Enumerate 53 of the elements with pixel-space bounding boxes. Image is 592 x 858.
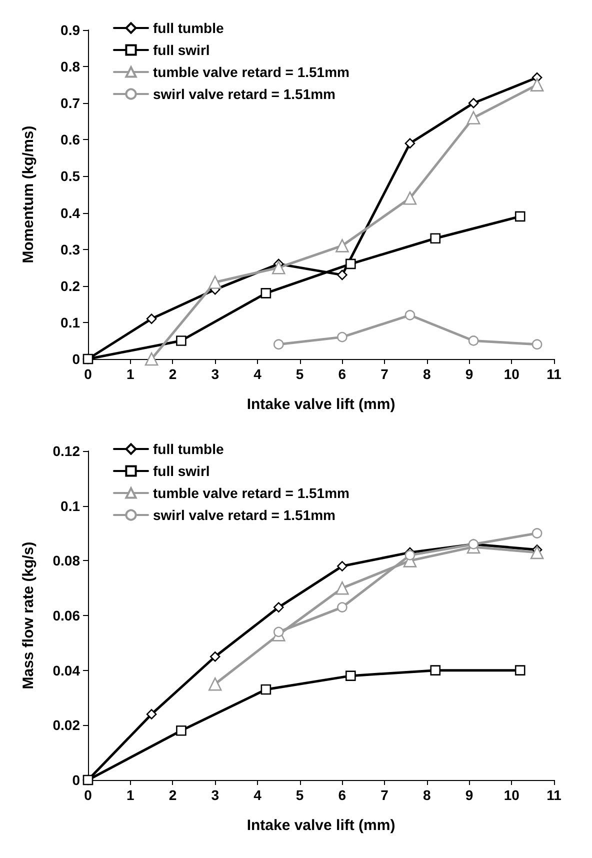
legend-label: full tumble [153, 441, 224, 457]
y-tick-label: 0.4 [60, 204, 80, 221]
y-tick-label: 0 [72, 772, 80, 788]
y-axis-title: Momentum (kg/ms) [20, 126, 37, 264]
x-tick-label: 2 [168, 787, 177, 803]
x-tick-label: 8 [423, 366, 432, 382]
x-tick-label: 0 [84, 366, 92, 382]
x-tick-label: 4 [254, 366, 262, 382]
y-tick-label: 0.08 [52, 552, 80, 569]
x-tick-label: 6 [338, 787, 346, 803]
x-tick-label: 0 [84, 787, 92, 803]
x-tick-label: 4 [254, 787, 262, 803]
legend-label: full swirl [153, 42, 210, 58]
y-tick-label: 0.1 [60, 314, 80, 330]
y-tick-label: 0.7 [60, 95, 80, 112]
y-tick-label: 0 [72, 351, 80, 367]
legend-label: full tumble [153, 20, 224, 36]
x-tick-label: 11 [546, 787, 562, 803]
x-axis-title: Intake valve lift (mm) [246, 817, 396, 834]
x-tick-label: 10 [504, 366, 520, 382]
y-tick-label: 0.02 [52, 717, 80, 734]
legend-label: full swirl [153, 463, 210, 479]
y-tick-label: 0.1 [60, 498, 80, 514]
y-tick-label: 0.04 [52, 662, 80, 678]
legend-label: swirl valve retard = 1.51mm [153, 507, 336, 523]
x-tick-label: 2 [168, 366, 177, 382]
x-tick-label: 5 [296, 787, 304, 803]
y-tick-label: 0.9 [60, 22, 80, 38]
y-tick-label: 0.5 [60, 168, 80, 184]
legend-label: tumble valve retard = 1.51mm [153, 485, 350, 501]
x-tick-label: 1 [126, 366, 134, 382]
x-tick-label: 7 [380, 787, 389, 803]
x-tick-label: 7 [380, 366, 389, 382]
x-tick-label: 9 [465, 787, 474, 803]
y-tick-label: 0.8 [60, 58, 80, 75]
y-tick-label: 0.3 [60, 241, 80, 258]
y-axis-title: Mass flow rate (kg/s) [20, 542, 37, 690]
x-tick-label: 5 [296, 366, 304, 382]
x-tick-label: 6 [338, 366, 346, 382]
x-tick-label: 1 [126, 787, 134, 803]
legend-label: tumble valve retard = 1.51mm [153, 64, 350, 80]
y-tick-label: 0.6 [60, 132, 80, 148]
y-tick-label: 0.12 [52, 443, 80, 459]
x-tick-label: 8 [423, 787, 432, 803]
x-tick-label: 10 [504, 787, 520, 803]
y-tick-label: 0.2 [60, 278, 80, 294]
x-tick-label: 3 [211, 366, 220, 382]
legend-label: swirl valve retard = 1.51mm [153, 86, 336, 102]
x-tick-label: 11 [546, 366, 562, 382]
x-tick-label: 3 [211, 787, 220, 803]
y-tick-label: 0.06 [52, 608, 80, 624]
x-axis-title: Intake valve lift (mm) [246, 396, 396, 413]
x-tick-label: 9 [465, 366, 474, 382]
